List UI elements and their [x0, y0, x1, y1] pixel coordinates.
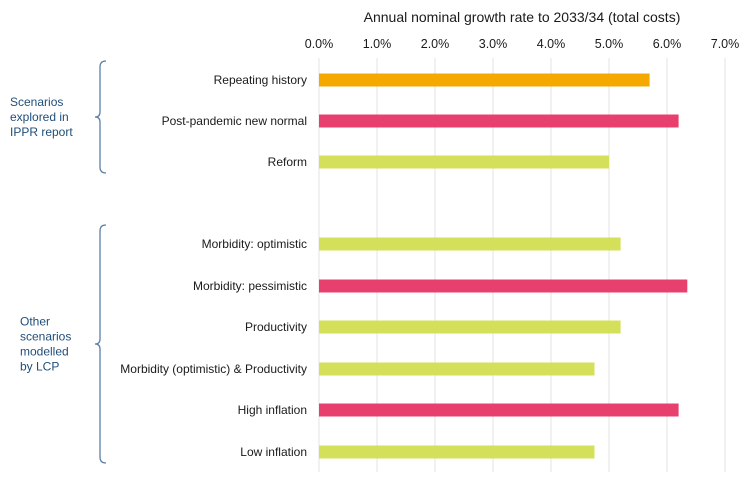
bar: [319, 445, 595, 459]
bar: [319, 279, 688, 293]
group-label-line: Other: [20, 315, 50, 329]
bar: [319, 403, 679, 417]
x-tick-label: 3.0%: [479, 37, 508, 51]
group-brace: [94, 60, 107, 174]
group-label-line: scenarios: [20, 330, 71, 344]
chart-title: Annual nominal growth rate to 2033/34 (t…: [364, 9, 681, 25]
group-label-line: IPPR report: [10, 125, 73, 139]
category-labels: Repeating history Post-pandemic new norma…: [120, 73, 307, 459]
category-label: Post-pandemic new normal: [162, 114, 307, 128]
x-tick-label: 2.0%: [421, 37, 450, 51]
category-label: Morbidity (optimistic) & Productivity: [120, 362, 307, 376]
bar: [319, 155, 609, 169]
x-axis-ticks: 0.0% 1.0% 2.0% 3.0% 4.0% 5.0% 6.0% 7.0%: [305, 37, 740, 51]
category-label: Productivity: [245, 320, 307, 334]
bars: [319, 73, 688, 459]
group-label-line: explored in: [10, 110, 69, 124]
bar: [319, 320, 621, 334]
x-tick-label: 6.0%: [653, 37, 682, 51]
x-tick-label: 7.0%: [711, 37, 740, 51]
group-label-line: modelled: [20, 345, 69, 359]
category-label: Low inflation: [240, 445, 307, 459]
bar: [319, 362, 595, 376]
category-label: Repeating history: [214, 73, 307, 87]
x-tick-label: 0.0%: [305, 37, 334, 51]
category-label: Morbidity: pessimistic: [193, 279, 307, 293]
x-tick-label: 4.0%: [537, 37, 566, 51]
group-brace: [94, 224, 107, 464]
x-tick-label: 1.0%: [363, 37, 392, 51]
group-label-line: Scenarios: [10, 95, 63, 109]
bar: [319, 237, 621, 251]
category-label: Reform: [268, 155, 307, 169]
bar: [319, 114, 679, 128]
category-label: High inflation: [238, 403, 307, 417]
group-label-line: by LCP: [20, 360, 59, 374]
x-tick-label: 5.0%: [595, 37, 624, 51]
category-label: Morbidity: optimistic: [202, 237, 307, 251]
bar: [319, 73, 650, 87]
